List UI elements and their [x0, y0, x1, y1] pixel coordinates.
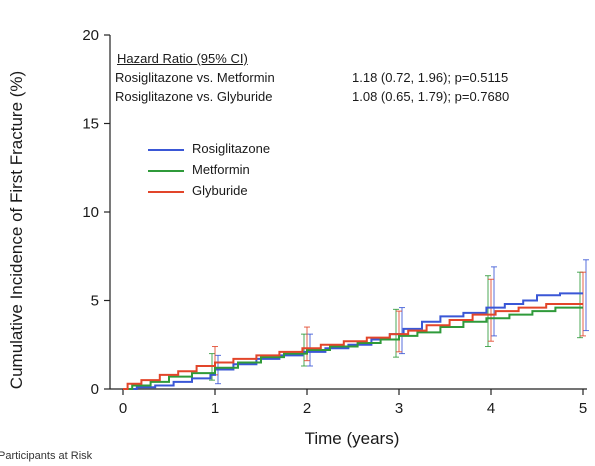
x-tick-label: 4 [487, 400, 495, 417]
y-tick-label: 10 [82, 204, 99, 221]
y-tick-label: 0 [91, 381, 99, 398]
series-line-glyburide [123, 303, 583, 390]
legend-swatch-metformin [148, 169, 184, 172]
y-tick-label: 5 [91, 293, 99, 310]
participants-at-risk-label: Participants at Risk [0, 450, 93, 462]
x-tick-label: 3 [395, 400, 403, 417]
legend-item-metformin: Metformin [148, 162, 250, 177]
x-tick-label: 1 [211, 400, 219, 417]
y-axis-label: Cumulative Incidence of First Fracture (… [7, 71, 26, 389]
hazard-ratio-row-1-label: Rosiglitazone vs. Metformin [115, 70, 275, 85]
x-axis-label: Time (years) [305, 429, 400, 448]
y-tick-label: 20 [82, 27, 99, 44]
legend-swatch-glyburide [148, 190, 184, 193]
legend-item-glyburide: Glyburide [148, 183, 248, 198]
ci-bars [209, 259, 589, 385]
legend-label-glyburide: Glyburide [192, 183, 248, 198]
series-lines [123, 292, 583, 390]
y-tick-label: 15 [82, 116, 99, 133]
legend-item-rosiglitazone: Rosiglitazone [148, 141, 270, 156]
x-tick-label: 0 [119, 400, 127, 417]
hazard-ratio-row-2-label: Rosiglitazone vs. Glyburide [115, 89, 273, 104]
legend-swatch-rosiglitazone [148, 148, 184, 151]
x-tick-label: 5 [579, 400, 587, 417]
x-tick-label: 2 [303, 400, 311, 417]
legend-label-rosiglitazone: Rosiglitazone [192, 141, 271, 156]
hazard-ratio-row-1-value: 1.18 (0.72, 1.96); p=0.5115 [352, 70, 509, 85]
legend-label-metformin: Metformin [192, 162, 250, 177]
axes: 0 1 2 3 4 5 0 5 10 15 20 [82, 27, 587, 417]
series-line-metformin [123, 306, 583, 390]
hazard-ratio-row-2-value: 1.08 (0.65, 1.79); p=0.7680 [352, 89, 510, 104]
hazard-ratio-title: Hazard Ratio (95% CI) [117, 51, 248, 66]
